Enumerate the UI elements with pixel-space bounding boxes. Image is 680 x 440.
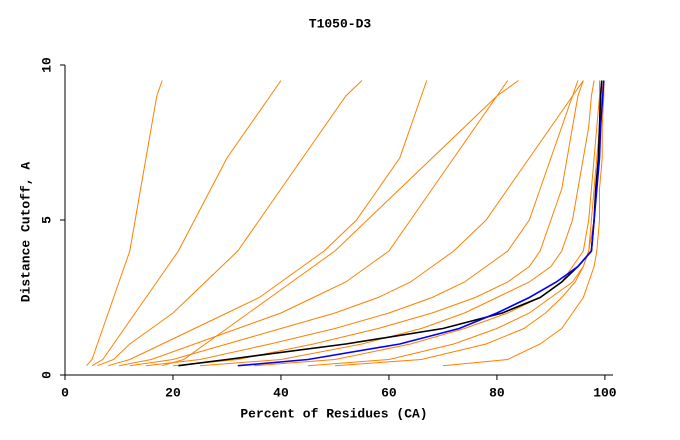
y-axis-label: Distance Cutoff, A (18, 162, 33, 303)
gdt-curve (172, 80, 584, 367)
x-axis-label: Percent of Residues (CA) (240, 406, 427, 421)
gdt-curve (162, 80, 519, 367)
gdt-curve (91, 80, 282, 367)
y-tick-label: 5 (39, 216, 54, 224)
gdt-curve (178, 80, 603, 367)
chart-title: T1050-D3 (309, 16, 372, 31)
gdt-curve (86, 80, 163, 367)
x-tick-label: 60 (381, 385, 397, 400)
x-tick-label: 80 (489, 385, 505, 400)
gdt-curve (145, 80, 579, 367)
x-tick-label: 20 (165, 385, 181, 400)
gdt-curve (442, 80, 605, 367)
x-tick-label: 0 (61, 385, 69, 400)
gdt-curve (129, 80, 584, 367)
gdt-curve (237, 80, 605, 367)
gdt-curve (97, 80, 363, 367)
gdt-curve (253, 80, 601, 367)
gdt-curve (307, 80, 603, 367)
y-tick-label: 0 (39, 371, 54, 379)
x-tick-label: 40 (273, 385, 289, 400)
x-tick-label: 100 (593, 385, 617, 400)
gdt-curve (108, 80, 428, 367)
y-tick-label: 10 (39, 57, 54, 73)
gdt-curve (118, 80, 509, 367)
